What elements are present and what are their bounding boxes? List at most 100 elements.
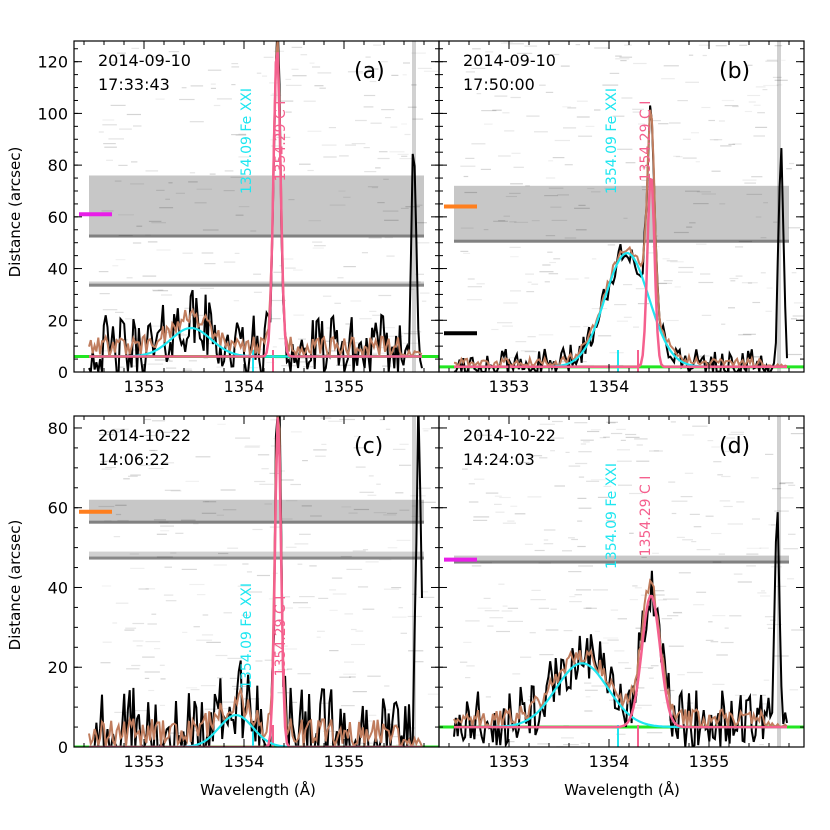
spectrogram-speckle (737, 581, 752, 583)
spectrogram-speckle (297, 563, 303, 565)
spectrogram-speckle (653, 590, 665, 592)
spectrogram-speckle (510, 505, 518, 507)
spectrogram-speckle (480, 562, 492, 564)
spectrogram-speckle (117, 519, 129, 522)
fe-xxi-fit-series (454, 251, 787, 368)
spectrogram-speckle (759, 547, 769, 549)
spectrogram-speckle (367, 494, 377, 496)
y-tick-label: 80 (48, 419, 68, 438)
spectrogram-speckle (411, 52, 426, 54)
spectrogram-speckle (387, 547, 398, 549)
spectrogram-speckle (526, 115, 540, 117)
spectrogram-speckle (323, 156, 337, 158)
spectrogram-speckle (584, 689, 598, 691)
spectrogram-speckle (278, 338, 286, 340)
spectrogram-speckle (685, 190, 700, 192)
spectrogram-speckle (526, 291, 535, 293)
spectrogram-speckle (151, 222, 166, 224)
spectrogram-speckle (292, 75, 307, 77)
spectrogram-speckle (297, 338, 306, 340)
spectrogram-speckle (385, 117, 391, 119)
spectrogram-speckle (527, 281, 532, 283)
total-fit-series (88, 41, 423, 359)
spectrogram-speckle (594, 630, 600, 632)
spectrogram-speckle (575, 462, 588, 465)
spectrogram-speckle (658, 123, 669, 125)
spectrogram-speckle (534, 549, 545, 552)
spectrogram-speckle (494, 495, 502, 497)
spectrogram-speckle (350, 643, 365, 646)
spectrogram-speckle (149, 431, 155, 433)
spectrogram-speckle (502, 325, 513, 327)
spectrogram-speckle (414, 661, 424, 663)
spectrogram-speckle (492, 109, 502, 111)
panel-b: 1353 1354 1355 2014-09-10 17:50:00 (b) 1354.09… (438, 40, 805, 396)
spectrogram-speckle (755, 216, 762, 218)
spectrogram-speckle (182, 369, 193, 371)
spectrogram-speckle (465, 620, 480, 622)
spectrogram-speckle (746, 547, 762, 549)
spectrogram-speckle (539, 84, 546, 86)
spectrogram-speckle (524, 543, 533, 545)
spectrogram-speckle (400, 632, 407, 634)
spectrogram-speckle (362, 353, 378, 355)
spectrogram-speckle (551, 53, 560, 56)
spectrogram-speckle (231, 63, 239, 65)
spectrogram-speckle (690, 132, 699, 134)
spectrogram-speckle (527, 496, 542, 498)
spectrogram-speckle (271, 318, 281, 320)
spectrogram-speckle (772, 488, 782, 490)
spectrogram-speckle (273, 271, 284, 273)
spectrogram-speckle (483, 597, 491, 599)
spectrogram-speckle (548, 160, 554, 162)
spectrogram-speckle (746, 64, 753, 66)
spectrogram-speckle (771, 524, 776, 526)
spectrogram-speckle (615, 58, 630, 60)
spectrogram-speckle (118, 214, 134, 216)
panel-plot-area (74, 41, 439, 372)
spectrogram-speckle (788, 484, 796, 486)
spectrogram-speckle (746, 193, 763, 195)
spectrogram-speckle (319, 87, 326, 89)
x-axis-label-left: Wavelength (Å) (200, 780, 316, 799)
spectrogram-speckle (136, 645, 143, 647)
spectrogram-speckle (772, 76, 782, 78)
spectrogram-speckle (682, 434, 695, 436)
spectrogram-speckle (752, 356, 763, 358)
spectrogram-speckle (520, 656, 532, 658)
spectrogram-speckle (246, 571, 252, 573)
spectrogram-speckle (175, 192, 185, 194)
spectrogram-speckle (502, 605, 508, 607)
spectrogram-speckle (220, 489, 236, 491)
spectrogram-speckle (163, 594, 174, 596)
spectrogram-speckle (578, 451, 592, 453)
date-stamp: 2014-10-22 (463, 426, 556, 445)
spectrogram-speckle (538, 562, 551, 564)
spectrogram-speckle (548, 187, 564, 189)
spectrogram-speckle (427, 693, 439, 695)
emission-band-edge (89, 234, 424, 238)
spectrogram-speckle (563, 744, 579, 746)
spectrogram-speckle (143, 434, 158, 437)
spectrogram-speckle (524, 45, 538, 47)
spectrogram-speckle (578, 565, 593, 567)
spectrogram-speckle (460, 227, 474, 229)
spectrogram-speckle (629, 532, 634, 534)
spectrogram-speckle (472, 48, 481, 50)
spectrogram-speckle (202, 501, 217, 503)
fe-xxi-line-label: 1354.09 Fe XXI (604, 88, 620, 194)
spectrogram-speckle (557, 194, 569, 196)
spectrogram-speckle (401, 155, 408, 157)
spectrogram-speckle (713, 139, 719, 141)
emission-band (454, 555, 789, 564)
spectrogram-speckle (534, 131, 548, 133)
spectrogram-speckle (648, 677, 654, 679)
spectrogram-speckle (494, 95, 508, 97)
spectrogram-speckle (576, 589, 592, 591)
spectrogram-speckle (554, 485, 565, 487)
spectrogram-speckle (364, 171, 377, 173)
spectrogram-speckle (698, 44, 710, 46)
spectrogram-speckle (618, 484, 632, 486)
spectrogram-speckle (259, 483, 274, 485)
spectrogram-speckle (485, 696, 491, 698)
